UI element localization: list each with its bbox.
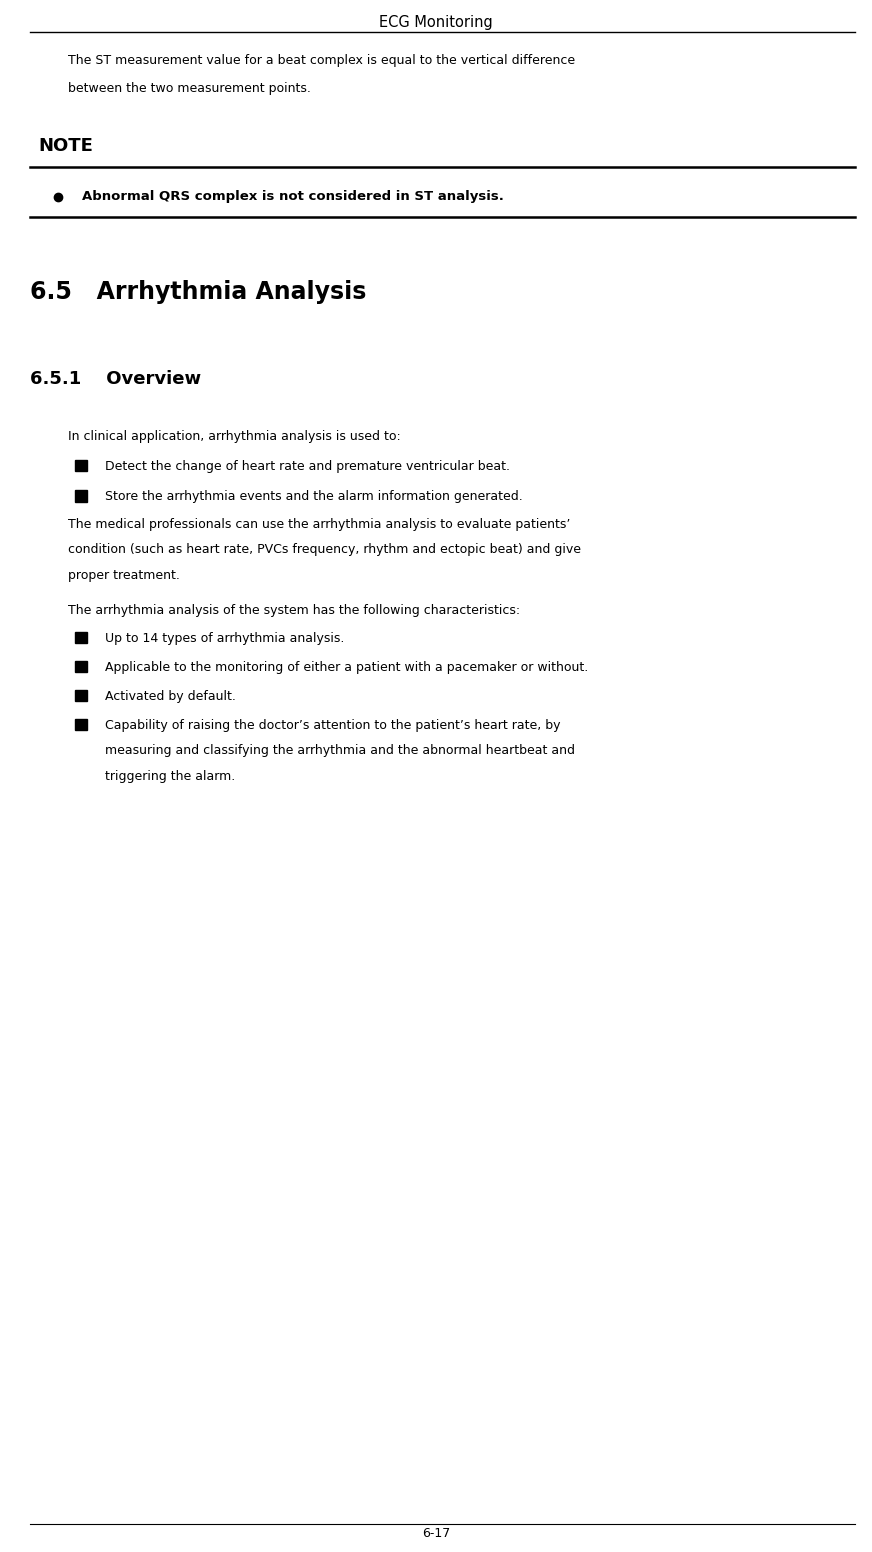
Text: 6.5.1    Overview: 6.5.1 Overview (30, 369, 201, 388)
Text: ECG Monitoring: ECG Monitoring (379, 16, 493, 29)
Text: triggering the alarm.: triggering the alarm. (105, 770, 235, 784)
Text: Store the arrhythmia events and the alarm information generated.: Store the arrhythmia events and the alar… (105, 490, 522, 503)
FancyBboxPatch shape (75, 459, 86, 472)
FancyBboxPatch shape (75, 719, 86, 731)
Text: The ST measurement value for a beat complex is equal to the vertical difference: The ST measurement value for a beat comp… (68, 54, 576, 67)
Text: Capability of raising the doctor’s attention to the patient’s heart rate, by: Capability of raising the doctor’s atten… (105, 719, 561, 733)
Text: In clinical application, arrhythmia analysis is used to:: In clinical application, arrhythmia anal… (68, 430, 401, 442)
FancyBboxPatch shape (75, 661, 86, 672)
Text: The medical professionals can use the arrhythmia analysis to evaluate patients’: The medical professionals can use the ar… (68, 518, 570, 531)
Text: The arrhythmia analysis of the system has the following characteristics:: The arrhythmia analysis of the system ha… (68, 604, 520, 618)
FancyBboxPatch shape (75, 632, 86, 644)
Text: condition (such as heart rate, PVCs frequency, rhythm and ectopic beat) and give: condition (such as heart rate, PVCs freq… (68, 543, 581, 557)
Text: Abnormal QRS complex is not considered in ST analysis.: Abnormal QRS complex is not considered i… (82, 189, 504, 203)
Text: Up to 14 types of arrhythmia analysis.: Up to 14 types of arrhythmia analysis. (105, 632, 344, 646)
Text: Activated by default.: Activated by default. (105, 691, 235, 703)
Text: proper treatment.: proper treatment. (68, 570, 180, 582)
Text: measuring and classifying the arrhythmia and the abnormal heartbeat and: measuring and classifying the arrhythmia… (105, 745, 575, 757)
Text: Detect the change of heart rate and premature ventricular beat.: Detect the change of heart rate and prem… (105, 459, 510, 473)
Text: 6.5   Arrhythmia Analysis: 6.5 Arrhythmia Analysis (30, 279, 366, 304)
Text: NOTE: NOTE (38, 137, 93, 155)
Text: Applicable to the monitoring of either a patient with a pacemaker or without.: Applicable to the monitoring of either a… (105, 661, 589, 674)
FancyBboxPatch shape (75, 490, 86, 501)
Text: 6-17: 6-17 (422, 1527, 450, 1540)
FancyBboxPatch shape (75, 691, 86, 702)
Text: between the two measurement points.: between the two measurement points. (68, 82, 311, 95)
